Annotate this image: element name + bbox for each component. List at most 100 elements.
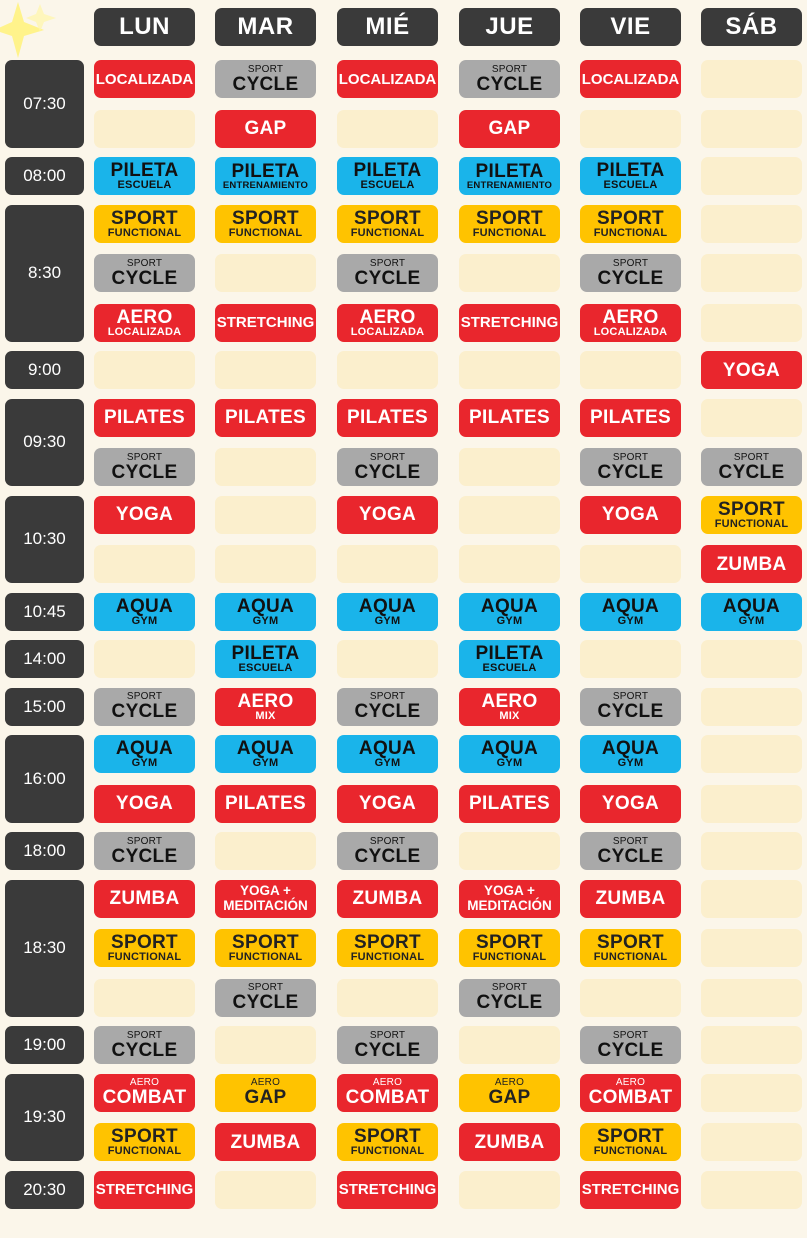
class-cell[interactable]: SPORT CYCLE bbox=[337, 448, 438, 486]
class-cell[interactable]: SPORT FUNCTIONAL bbox=[580, 929, 681, 967]
class-cell[interactable]: PILATES bbox=[580, 398, 681, 437]
class-cell[interactable]: LOCALIZADA bbox=[580, 60, 681, 98]
class-cell[interactable]: AERO MIX bbox=[215, 687, 316, 726]
class-cell[interactable]: SPORT CYCLE bbox=[459, 978, 560, 1017]
class-name: GAP bbox=[488, 1087, 531, 1108]
class-cell[interactable]: ZUMBA bbox=[94, 879, 195, 918]
class-cell[interactable]: YOGA + MEDITACIÓN bbox=[215, 879, 316, 918]
class-name: PILETA bbox=[110, 160, 179, 181]
class-cell[interactable]: SPORT FUNCTIONAL bbox=[459, 929, 560, 967]
class-cell[interactable]: ZUMBA bbox=[215, 1123, 316, 1161]
class-cell[interactable]: SPORT CYCLE bbox=[94, 687, 195, 726]
time-label: 16:00 bbox=[5, 735, 84, 823]
class-cell[interactable]: AQUA GYM bbox=[580, 592, 681, 631]
class-cell[interactable]: SPORT CYCLE bbox=[701, 448, 802, 486]
class-cell[interactable]: AQUA GYM bbox=[337, 592, 438, 631]
class-cell[interactable]: YOGA bbox=[94, 495, 195, 534]
class-cell[interactable]: SPORT CYCLE bbox=[337, 832, 438, 870]
class-cell[interactable]: PILATES bbox=[459, 784, 560, 823]
class-cell[interactable]: SPORT CYCLE bbox=[337, 1026, 438, 1064]
class-cell[interactable]: SPORT FUNCTIONAL bbox=[337, 929, 438, 967]
class-cell[interactable]: STRETCHING bbox=[94, 1170, 195, 1209]
class-cell[interactable]: SPORT CYCLE bbox=[94, 448, 195, 486]
class-cell[interactable]: PILETA ESCUELA bbox=[215, 640, 316, 678]
class-cell[interactable]: PILATES bbox=[94, 398, 195, 437]
class-cell[interactable]: PILETA ESCUELA bbox=[459, 640, 560, 678]
class-cell[interactable]: YOGA bbox=[337, 495, 438, 534]
class-cell[interactable]: AERO MIX bbox=[459, 687, 560, 726]
class-cell[interactable]: AERO LOCALIZADA bbox=[94, 303, 195, 342]
class-cell[interactable]: AQUA GYM bbox=[459, 592, 560, 631]
class-cell[interactable]: SPORT CYCLE bbox=[215, 60, 316, 98]
class-cell[interactable]: YOGA bbox=[580, 495, 681, 534]
class-cell[interactable]: AQUA GYM bbox=[459, 735, 560, 773]
class-cell[interactable]: PILATES bbox=[337, 398, 438, 437]
class-cell[interactable]: YOGA bbox=[580, 784, 681, 823]
class-cell[interactable]: AQUA GYM bbox=[94, 592, 195, 631]
class-cell[interactable]: SPORT FUNCTIONAL bbox=[337, 1123, 438, 1161]
class-cell[interactable]: AERO LOCALIZADA bbox=[337, 303, 438, 342]
class-cell[interactable]: ZUMBA bbox=[337, 879, 438, 918]
class-cell[interactable]: SPORT FUNCTIONAL bbox=[215, 929, 316, 967]
class-cell[interactable]: SPORT CYCLE bbox=[580, 832, 681, 870]
class-cell[interactable]: SPORT CYCLE bbox=[94, 832, 195, 870]
class-cell[interactable]: YOGA bbox=[701, 351, 802, 389]
class-cell[interactable]: SPORT FUNCTIONAL bbox=[701, 495, 802, 534]
class-cell[interactable]: AERO COMBAT bbox=[94, 1073, 195, 1112]
class-cell[interactable]: STRETCHING bbox=[215, 303, 316, 342]
class-cell[interactable]: SPORT CYCLE bbox=[94, 254, 195, 292]
class-cell[interactable]: AQUA GYM bbox=[215, 735, 316, 773]
class-cell[interactable]: GAP bbox=[215, 109, 316, 148]
class-cell[interactable]: PILATES bbox=[215, 784, 316, 823]
class-cell[interactable]: AQUA GYM bbox=[337, 735, 438, 773]
class-cell[interactable]: SPORT CYCLE bbox=[580, 448, 681, 486]
class-cell[interactable]: PILETA ESCUELA bbox=[94, 157, 195, 195]
class-cell[interactable]: PILETA ESCUELA bbox=[337, 157, 438, 195]
class-cell[interactable]: AERO GAP bbox=[459, 1073, 560, 1112]
class-prefix: SPORT bbox=[369, 257, 406, 269]
class-cell[interactable]: SPORT CYCLE bbox=[580, 1026, 681, 1064]
class-cell[interactable]: AERO COMBAT bbox=[580, 1073, 681, 1112]
class-cell[interactable]: PILETA ENTRENAMIENTO bbox=[459, 157, 560, 195]
class-cell[interactable]: AQUA GYM bbox=[580, 735, 681, 773]
class-cell[interactable]: SPORT CYCLE bbox=[94, 1026, 195, 1064]
class-cell[interactable]: ZUMBA bbox=[580, 879, 681, 918]
class-cell[interactable]: PILATES bbox=[215, 398, 316, 437]
class-cell[interactable]: AERO GAP bbox=[215, 1073, 316, 1112]
class-cell[interactable]: AQUA GYM bbox=[94, 735, 195, 773]
day-header-5: SÁB bbox=[701, 8, 802, 46]
class-cell[interactable]: SPORT FUNCTIONAL bbox=[215, 204, 316, 243]
class-cell[interactable]: YOGA + MEDITACIÓN bbox=[459, 879, 560, 918]
class-cell[interactable]: SPORT FUNCTIONAL bbox=[459, 204, 560, 243]
class-name: SPORT bbox=[232, 207, 299, 229]
class-cell[interactable]: SPORT FUNCTIONAL bbox=[337, 204, 438, 243]
class-cell[interactable]: PILATES bbox=[459, 398, 560, 437]
class-cell[interactable]: YOGA bbox=[94, 784, 195, 823]
class-cell[interactable]: AERO COMBAT bbox=[337, 1073, 438, 1112]
class-cell[interactable]: ZUMBA bbox=[701, 545, 802, 583]
class-cell[interactable]: ZUMBA bbox=[459, 1123, 560, 1161]
class-cell[interactable]: SPORT CYCLE bbox=[580, 254, 681, 292]
class-cell[interactable]: SPORT FUNCTIONAL bbox=[94, 929, 195, 967]
class-cell[interactable]: SPORT FUNCTIONAL bbox=[94, 204, 195, 243]
class-cell[interactable]: STRETCHING bbox=[337, 1170, 438, 1209]
class-cell[interactable]: PILETA ENTRENAMIENTO bbox=[215, 157, 316, 195]
class-cell[interactable]: SPORT CYCLE bbox=[215, 978, 316, 1017]
class-cell[interactable]: LOCALIZADA bbox=[337, 60, 438, 98]
class-cell[interactable]: AQUA GYM bbox=[701, 592, 802, 631]
class-cell[interactable]: STRETCHING bbox=[580, 1170, 681, 1209]
class-cell[interactable]: STRETCHING bbox=[459, 303, 560, 342]
class-cell[interactable]: SPORT CYCLE bbox=[459, 60, 560, 98]
class-cell[interactable]: SPORT CYCLE bbox=[337, 687, 438, 726]
class-cell[interactable]: LOCALIZADA bbox=[94, 60, 195, 98]
class-cell[interactable]: SPORT FUNCTIONAL bbox=[580, 204, 681, 243]
class-cell[interactable]: GAP bbox=[459, 109, 560, 148]
class-cell[interactable]: SPORT FUNCTIONAL bbox=[580, 1123, 681, 1161]
class-cell[interactable]: SPORT CYCLE bbox=[337, 254, 438, 292]
class-cell[interactable]: SPORT CYCLE bbox=[580, 687, 681, 726]
class-cell[interactable]: PILETA ESCUELA bbox=[580, 157, 681, 195]
class-cell[interactable]: YOGA bbox=[337, 784, 438, 823]
class-cell[interactable]: AERO LOCALIZADA bbox=[580, 303, 681, 342]
class-cell[interactable]: SPORT FUNCTIONAL bbox=[94, 1123, 195, 1161]
class-cell[interactable]: AQUA GYM bbox=[215, 592, 316, 631]
